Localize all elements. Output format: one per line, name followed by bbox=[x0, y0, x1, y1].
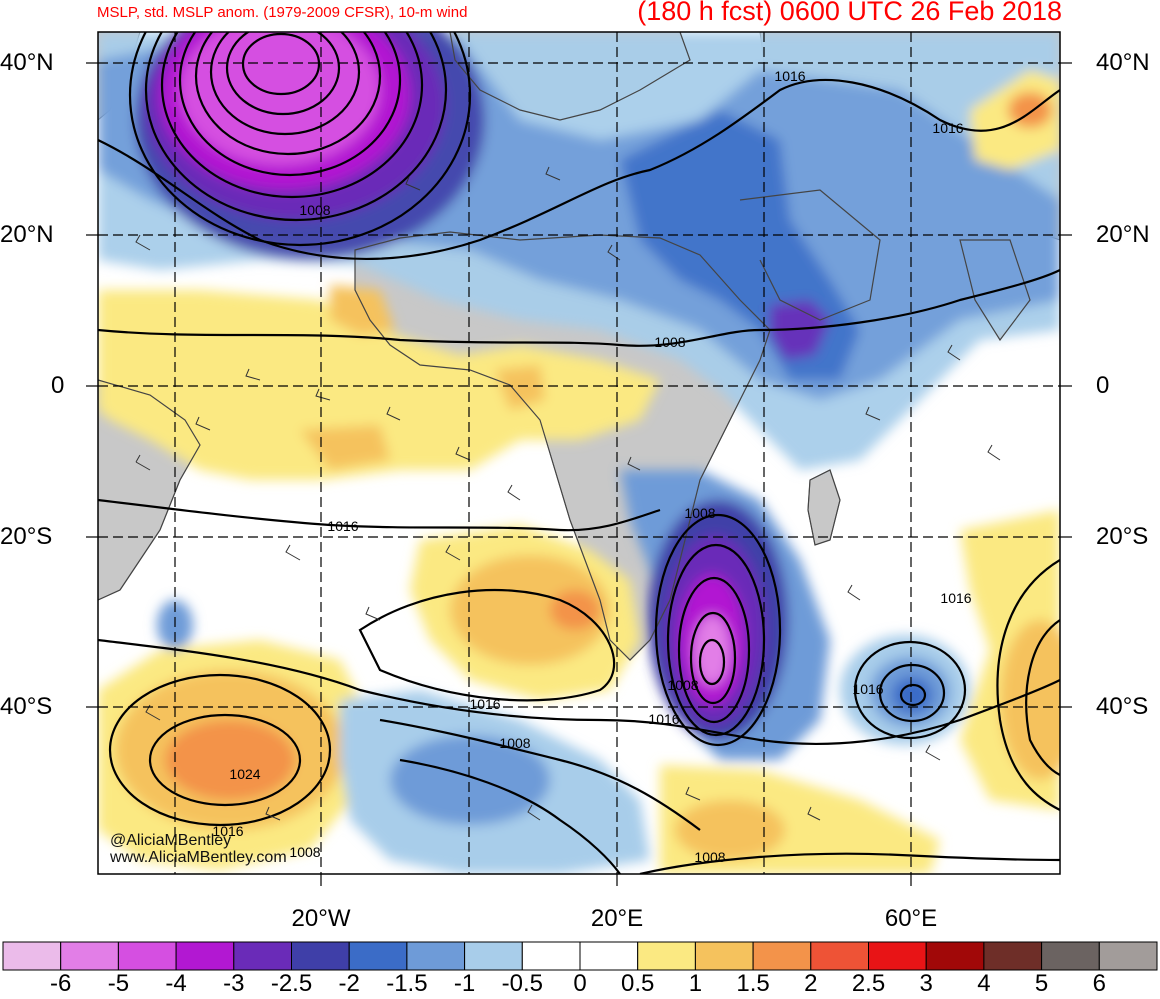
lat-label-20n-left: 20°N bbox=[0, 221, 54, 248]
anomaly-negative-south-core bbox=[390, 735, 550, 825]
isobar-sa-low-1 bbox=[654, 513, 782, 747]
isobar-sa-low-3 bbox=[677, 576, 751, 724]
anomaly-low-indian-core bbox=[892, 677, 932, 713]
lat-label-40s-left: 40°S bbox=[0, 693, 53, 720]
isobar-1024-high-inner bbox=[148, 713, 302, 807]
colorbar-tick-label: 2 bbox=[804, 970, 818, 997]
contour-label: 1008 bbox=[684, 505, 715, 521]
contour-label: 1016 bbox=[212, 823, 243, 839]
lon-label-20e: 20°E bbox=[590, 905, 644, 932]
isobar-1016-subtropical bbox=[98, 498, 661, 532]
colorbar-tick-label: 4 bbox=[977, 970, 991, 997]
colorbar-tick-label: 6 bbox=[1092, 970, 1106, 997]
coastlines bbox=[98, 32, 1031, 661]
anomaly-low-sa-core bbox=[694, 615, 730, 685]
contour-label: 1016 bbox=[940, 590, 971, 606]
colorbar-tick-label: 2.5 bbox=[851, 970, 886, 997]
anomaly-purple-east-africa bbox=[770, 300, 830, 360]
colorbar-tick-label: -1.5 bbox=[386, 970, 428, 997]
isobar-low-atlantic-1 bbox=[128, 32, 472, 247]
lat-label-40s-right: 40°S bbox=[1096, 693, 1149, 720]
colorbar-tick-label: -2.5 bbox=[270, 970, 313, 997]
contour-label: 1024 bbox=[229, 766, 260, 782]
lon-label-20w: 20°W bbox=[291, 905, 351, 932]
isobar-low-atlantic-3 bbox=[160, 32, 424, 199]
contour-labels: 1008 1016 1016 1008 1016 1008 1016 1016 … bbox=[212, 68, 971, 865]
anomaly-positive-tropical bbox=[98, 290, 660, 480]
lat-label-0-left: 0 bbox=[51, 372, 65, 399]
isobar-se-high bbox=[996, 559, 1060, 811]
isobar-se-high-inner bbox=[1025, 619, 1060, 776]
map-title-right: (180 h fcst) 0600 UTC 26 Feb 2018 bbox=[637, 0, 1062, 26]
isobar-low-atlantic-5 bbox=[194, 32, 382, 156]
contour-label: 1008 bbox=[654, 334, 685, 350]
lat-label-20s-right: 20°S bbox=[1096, 523, 1149, 550]
contour-label: 1008 bbox=[289, 844, 320, 860]
contour-label: 1016 bbox=[648, 711, 679, 727]
colorbar-tick-label: -3 bbox=[223, 970, 245, 997]
isobar-low-atlantic-2 bbox=[144, 32, 448, 222]
isobar-low-atlantic-8 bbox=[241, 32, 321, 96]
anomaly-positive-south-atlantic-max bbox=[550, 590, 600, 630]
credit-website: www.AliciaMBentley.com bbox=[110, 849, 287, 866]
anomaly-positive-tropical-core bbox=[300, 285, 545, 470]
colorbar-tick-label: 5 bbox=[1034, 970, 1049, 997]
isobar-1008-tropical bbox=[98, 269, 1060, 347]
contour-label: 1016 bbox=[774, 68, 805, 84]
lat-label-0-right: 0 bbox=[1096, 372, 1110, 399]
anomaly-positive-se-indian-core bbox=[1000, 620, 1060, 780]
map-frame bbox=[97, 31, 1061, 875]
isobar-1008-south bbox=[379, 718, 701, 831]
wind-barbs bbox=[135, 166, 1001, 821]
isobar-sa-low-5 bbox=[698, 638, 726, 686]
isobar-1016-south bbox=[98, 638, 1060, 746]
lat-label-20s-left: 20°S bbox=[0, 523, 53, 550]
isobar-1024-high bbox=[108, 673, 332, 827]
isobar-1016-indian-low-2 bbox=[878, 663, 946, 723]
isobar-low-atlantic-7 bbox=[225, 32, 341, 116]
isobar-1016-north bbox=[98, 78, 1060, 261]
contour-label: 1016 bbox=[852, 681, 883, 697]
colorbar-tick-label: 1 bbox=[688, 970, 703, 997]
axis-ticks bbox=[86, 62, 1072, 886]
colorbar-tick-label: 1.5 bbox=[736, 970, 770, 997]
contour-label: 1008 bbox=[499, 735, 530, 751]
map-title-left: MSLP, std. MSLP anom. (1979-2009 CFSR), … bbox=[97, 4, 468, 21]
colorbar-tick-label: 0 bbox=[573, 970, 587, 997]
colorbar-tick-label: -2 bbox=[338, 970, 360, 997]
isobar-1000-south bbox=[399, 758, 621, 874]
colorbar-tick-label: -1 bbox=[453, 970, 476, 997]
isobar-low-atlantic-6 bbox=[209, 32, 361, 136]
contour-label: 1016 bbox=[932, 120, 963, 136]
lat-label-40n-left: 40°N bbox=[0, 49, 54, 76]
contour-label: 1008 bbox=[667, 677, 698, 693]
isobar-sa-low-4 bbox=[689, 611, 737, 705]
colorbar-tick-label: -4 bbox=[165, 970, 187, 997]
lon-label-60e: 60°E bbox=[884, 905, 938, 932]
colorbar-tick-label: -6 bbox=[50, 970, 72, 997]
contour-label: 1008 bbox=[299, 202, 330, 218]
lat-label-40n-right: 40°N bbox=[1096, 49, 1150, 76]
isobar-1008-far-south bbox=[639, 852, 1060, 874]
anomaly-positive-south-atlantic-core bbox=[450, 555, 610, 665]
contour-label: 1008 bbox=[694, 849, 725, 865]
colorbar-tick-label: 3 bbox=[919, 970, 933, 997]
lat-lon-grid bbox=[98, 32, 1060, 874]
colorbar-tick-label: -0.5 bbox=[501, 970, 543, 997]
anomaly-low-atlantic-core bbox=[180, 32, 380, 165]
isobars bbox=[98, 32, 1060, 874]
contour-label: 1016 bbox=[327, 518, 358, 534]
colorbar-tick-label: 0.5 bbox=[621, 970, 655, 997]
credit-handle: @AliciaMBentley bbox=[110, 832, 232, 849]
colorbar-tick-label: -5 bbox=[107, 970, 130, 997]
anomaly-positive-sw-atlantic-max bbox=[165, 720, 295, 800]
lat-label-20n-right: 20°N bbox=[1096, 221, 1150, 248]
isobar-1016-indian-low-3 bbox=[899, 683, 927, 707]
isobar-1016-indian-low-1 bbox=[853, 640, 967, 740]
anomaly-positive-south-indian-core bbox=[675, 800, 785, 860]
isobar-low-atlantic-4 bbox=[178, 32, 402, 177]
contour-label: 1016 bbox=[469, 696, 500, 712]
